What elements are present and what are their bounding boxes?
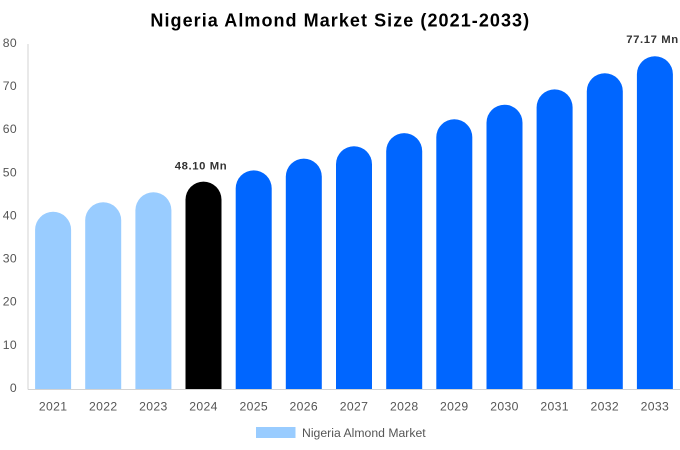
svg-text:48.10 Mn: 48.10 Mn [175, 161, 228, 173]
svg-text:10: 10 [3, 338, 17, 352]
svg-text:2025: 2025 [239, 400, 268, 414]
svg-text:20: 20 [3, 295, 17, 309]
svg-text:2032: 2032 [591, 400, 620, 414]
svg-text:30: 30 [3, 252, 17, 266]
svg-text:2026: 2026 [290, 400, 319, 414]
svg-text:2023: 2023 [139, 400, 168, 414]
svg-text:77.17 Mn: 77.17 Mn [626, 34, 679, 46]
svg-text:2024: 2024 [189, 400, 218, 414]
svg-text:60: 60 [3, 122, 17, 136]
svg-text:Nigeria Almond Market: Nigeria Almond Market [302, 426, 426, 440]
svg-text:70: 70 [3, 79, 17, 93]
svg-text:2029: 2029 [440, 400, 469, 414]
svg-text:Nigeria Almond Market Size (20: Nigeria Almond Market Size (2021-2033) [150, 11, 530, 31]
svg-text:2028: 2028 [390, 400, 419, 414]
svg-text:2031: 2031 [540, 400, 569, 414]
svg-text:2022: 2022 [89, 400, 118, 414]
svg-text:2021: 2021 [39, 400, 68, 414]
svg-text:40: 40 [3, 209, 17, 223]
svg-text:2033: 2033 [641, 400, 670, 414]
svg-text:0: 0 [10, 381, 17, 395]
svg-text:50: 50 [3, 165, 17, 179]
svg-text:2027: 2027 [340, 400, 369, 414]
svg-text:2030: 2030 [490, 400, 519, 414]
svg-text:80: 80 [3, 36, 17, 50]
